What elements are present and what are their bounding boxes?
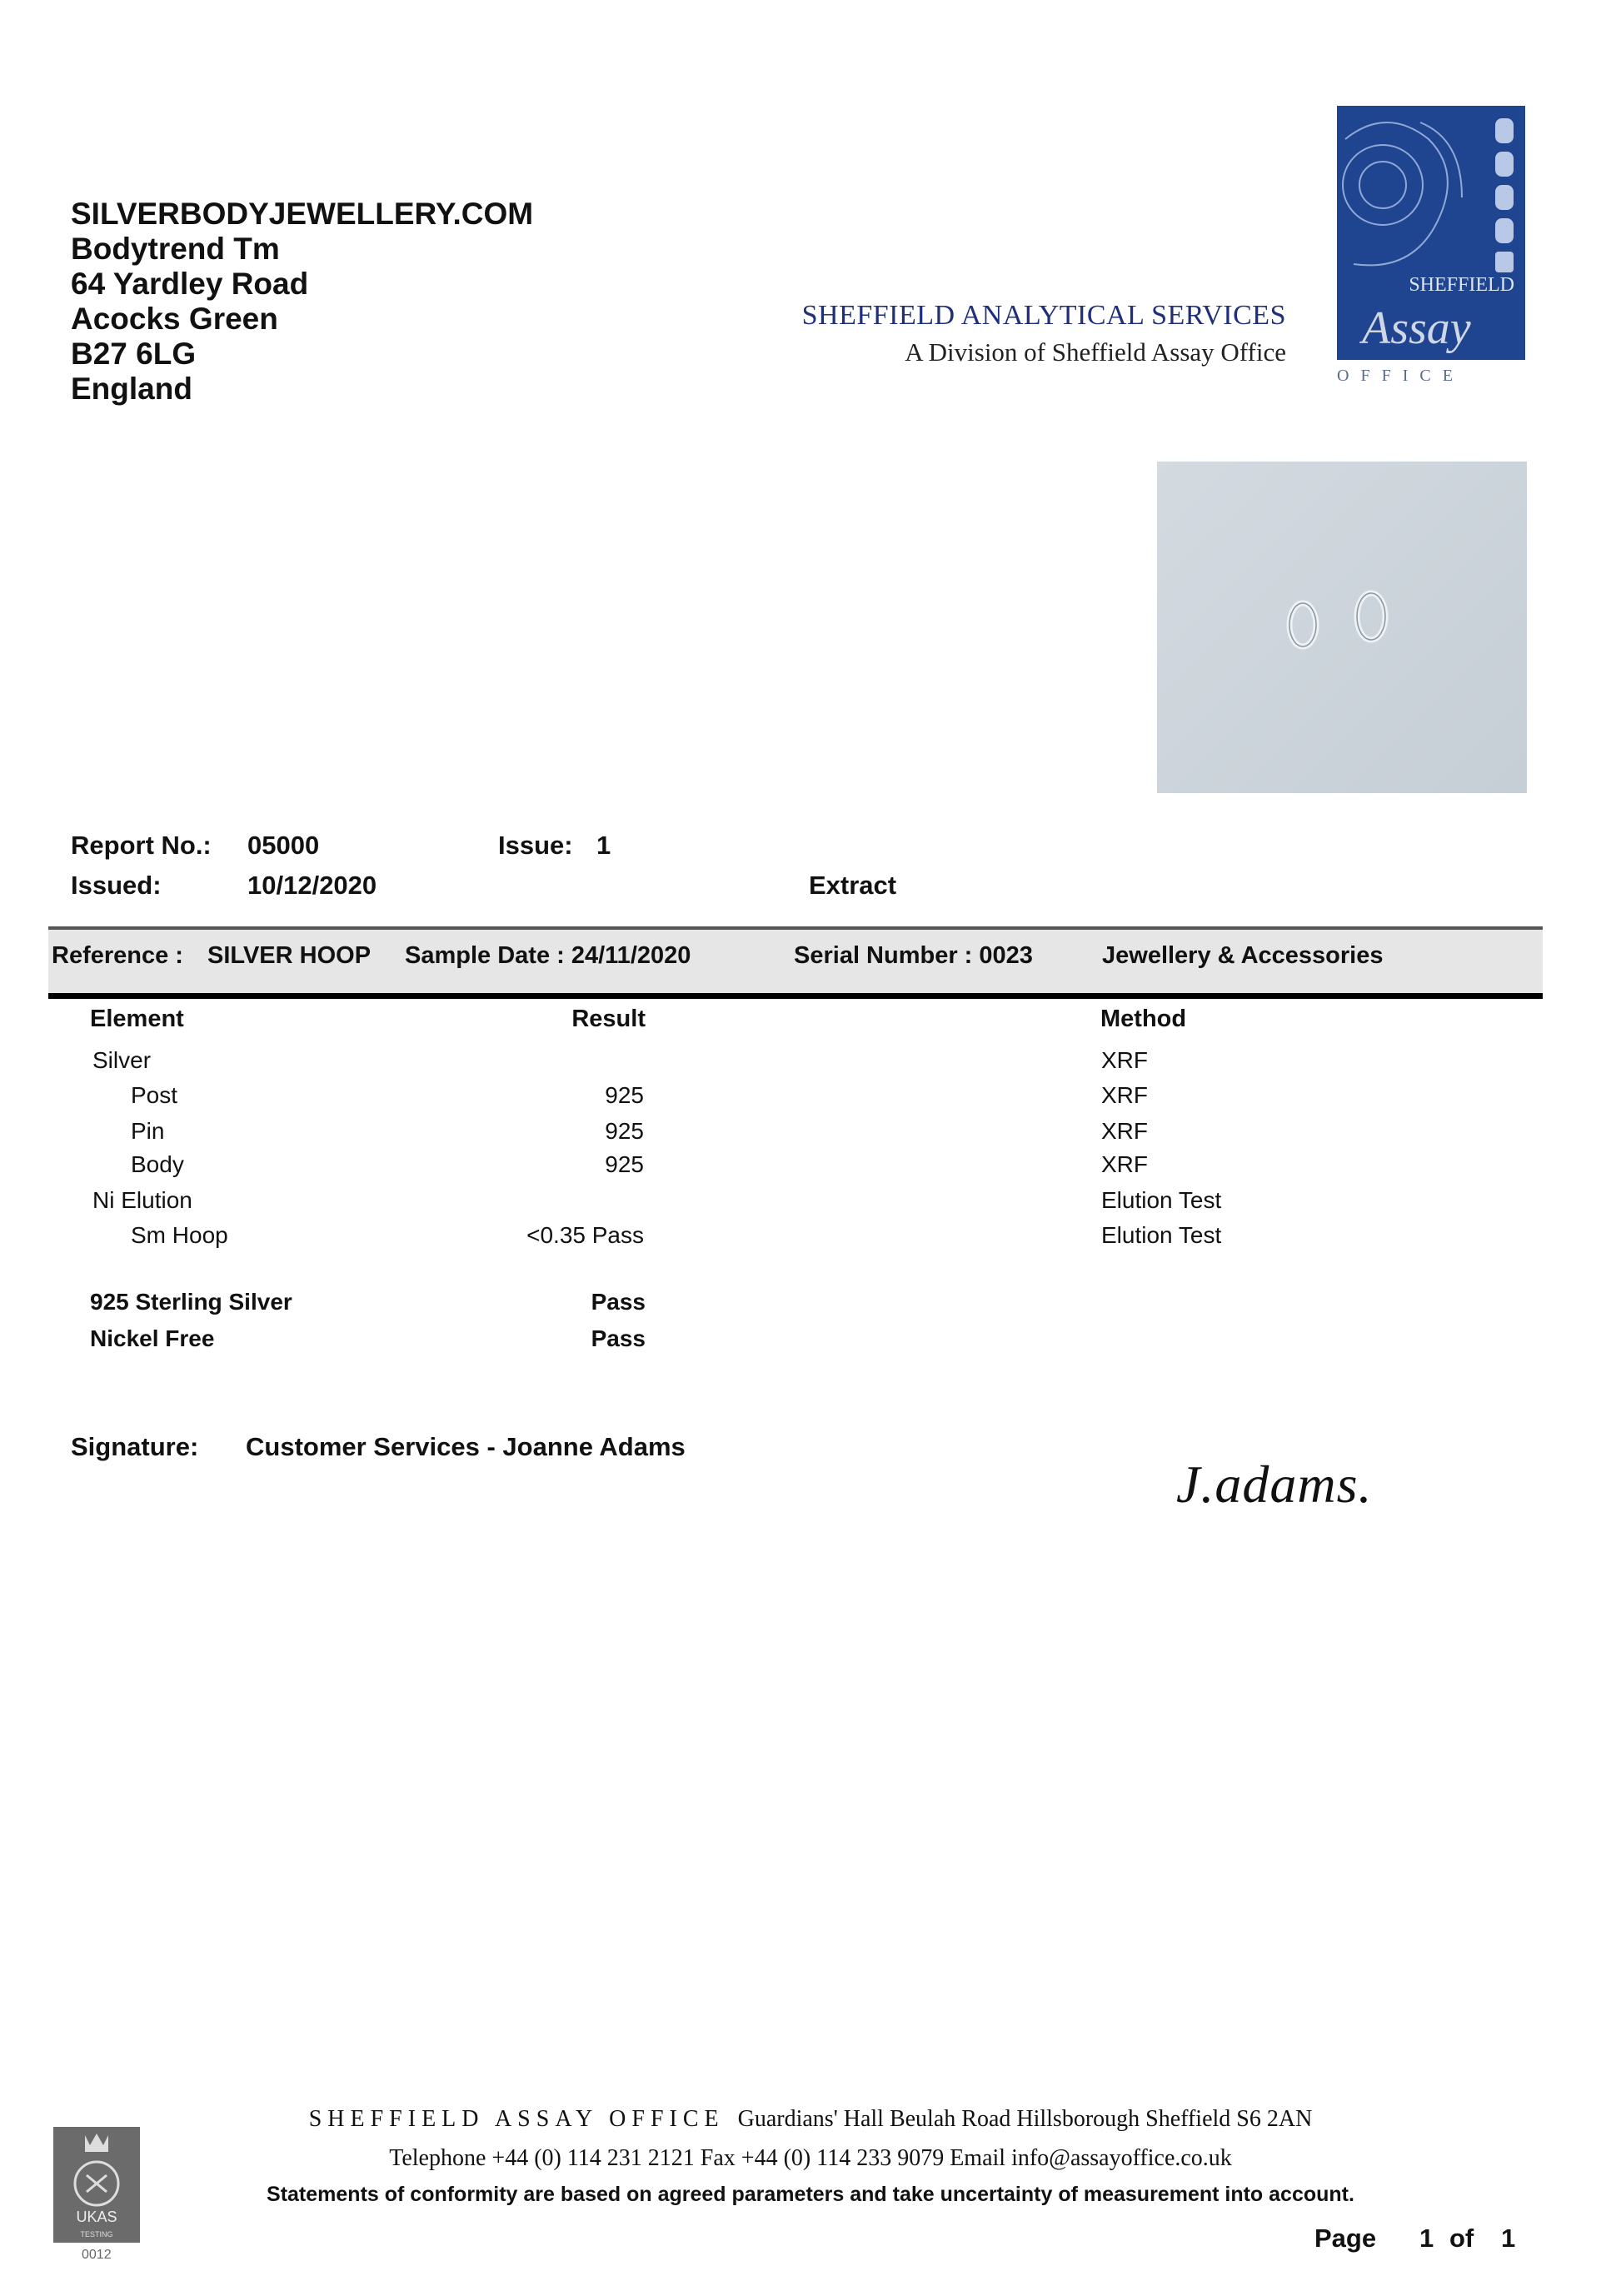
header-element: Element xyxy=(90,1006,184,1032)
signatory-name: Customer Services - Joanne Adams xyxy=(246,1432,686,1461)
address-line: Acocks Green xyxy=(71,302,278,336)
row-method: XRF xyxy=(1101,1151,1148,1177)
issue-label: Issue: xyxy=(498,831,573,860)
reference-value: SILVER HOOP xyxy=(207,942,372,969)
row-element: Ni Elution xyxy=(92,1187,192,1213)
of-label: of xyxy=(1449,2224,1474,2253)
issuer-name: SHEFFIELD ANALYTICAL SERVICES xyxy=(801,300,1286,331)
row-method: XRF xyxy=(1101,1118,1148,1144)
row-element: Silver xyxy=(92,1047,152,1073)
sample-date: Sample Date : 24/11/2020 xyxy=(405,942,691,969)
ukas-sub-text: TESTING xyxy=(80,2230,112,2239)
page-total: 1 xyxy=(1501,2224,1516,2253)
recipient-address: SILVERBODYJEWELLERY.COM Bodytrend Tm 64 … xyxy=(71,197,533,407)
row-result: 925 xyxy=(605,1118,644,1144)
tudor-rose-icon: SHEFFIELD Assay xyxy=(1342,118,1514,354)
conclusion-label: 925 Sterling Silver xyxy=(90,1289,292,1315)
reference-label: Reference : xyxy=(52,942,183,969)
row-element: Post xyxy=(131,1082,178,1108)
hoop-earrings-image xyxy=(1286,590,1389,650)
issuer-division: A Division of Sheffield Assay Office xyxy=(905,337,1286,367)
row-element: Pin xyxy=(131,1118,165,1144)
sample-category: Jewellery & Accessories xyxy=(1102,942,1384,969)
row-method: Elution Test xyxy=(1101,1222,1222,1248)
assay-office-logo: SHEFFIELD Assay xyxy=(1337,106,1525,360)
logo-assay-text: Assay xyxy=(1359,302,1471,354)
row-result: 925 xyxy=(605,1151,644,1177)
issued-label: Issued: xyxy=(71,871,162,900)
footer-address: SHEFFIELD ASSAY OFFICE Guardians' Hall Be… xyxy=(0,2106,1621,2133)
conclusion-result: Pass xyxy=(591,1289,646,1315)
row-result: 925 xyxy=(605,1082,644,1108)
address-line: B27 6LG xyxy=(71,337,197,371)
row-element: Body xyxy=(131,1151,184,1177)
row-method: Elution Test xyxy=(1101,1187,1222,1213)
page-label: Page xyxy=(1314,2224,1377,2253)
page-number: 1 xyxy=(1419,2224,1434,2253)
sample-photo xyxy=(1157,462,1527,793)
report-no: 05000 xyxy=(247,831,320,860)
footer-office-name: SHEFFIELD ASSAY OFFICE xyxy=(308,2106,725,2132)
serial-number: Serial Number : 0023 xyxy=(794,942,1033,969)
handwritten-signature: J.adams. xyxy=(1176,1455,1373,1514)
header-result: Result xyxy=(571,1006,646,1032)
row-method: XRF xyxy=(1101,1082,1148,1108)
row-result: <0.35 Pass xyxy=(526,1222,644,1248)
logo-office-text: OFFICE xyxy=(1337,367,1464,385)
report-type: Extract xyxy=(809,871,897,900)
header-method: Method xyxy=(1100,1006,1187,1032)
signature-label: Signature: xyxy=(71,1432,199,1461)
ukas-number: 0012 xyxy=(82,2248,112,2262)
footer-street: Guardians' Hall Beulah Road Hillsborough… xyxy=(737,2106,1313,2132)
sample-info-band xyxy=(48,926,1543,999)
crown-icon: UKAS TESTING xyxy=(73,2134,120,2239)
address-line: Bodytrend Tm xyxy=(71,232,280,266)
issued-date: 10/12/2020 xyxy=(247,871,377,900)
footer-contact: Telephone +44 (0) 114 231 2121 Fax +44 (… xyxy=(389,2145,1232,2171)
row-element: Sm Hoop xyxy=(131,1222,228,1248)
ukas-accreditation-logo: UKAS TESTING xyxy=(53,2127,140,2243)
conclusion-result: Pass xyxy=(591,1325,646,1351)
ukas-text: UKAS xyxy=(76,2209,117,2225)
address-line: SILVERBODYJEWELLERY.COM xyxy=(71,197,534,231)
address-line: 64 Yardley Road xyxy=(71,267,309,301)
issue-number: 1 xyxy=(596,831,611,860)
conformity-statement: Statements of conformity are based on ag… xyxy=(267,2183,1354,2206)
logo-sheffield-text: SHEFFIELD xyxy=(1409,274,1514,296)
report-no-label: Report No.: xyxy=(71,831,212,860)
conclusion-label: Nickel Free xyxy=(90,1325,215,1351)
row-method: XRF xyxy=(1101,1047,1148,1073)
address-line: England xyxy=(71,372,192,406)
